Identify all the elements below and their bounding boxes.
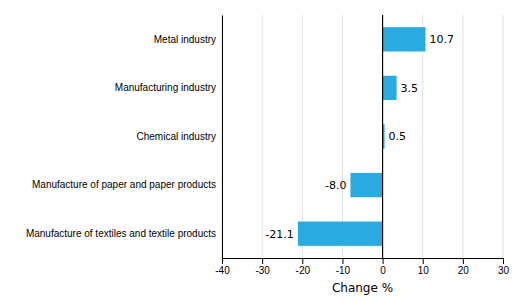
x-tick: 20 [458,258,470,276]
data-label: 3.5 [401,82,419,95]
y-tick-label: Metal industry [154,34,216,45]
data-label: -21.1 [265,228,293,241]
bar [383,27,426,51]
x-tick-mark [342,258,343,264]
x-axis-title: Change % [332,281,393,295]
x-tick: 10 [418,258,430,276]
y-axis-line [222,16,223,259]
data-label: -8.0 [325,179,346,192]
grid-line [382,15,383,258]
x-tick-label: 20 [458,265,470,276]
x-tick: 30 [498,258,510,276]
x-tick-label: -30 [255,265,270,276]
x-tick-label: -40 [215,265,230,276]
x-tick-mark [423,258,424,264]
grid-line [462,15,463,258]
x-tick-mark [302,258,303,264]
grid [222,15,503,258]
plot: -40 -30 -20 -10 0 10 20 30 Manufacture of textil… [26,15,510,276]
grid-line [262,15,263,258]
bars [298,27,426,246]
x-tick-label: -20 [296,265,311,276]
x-tick: -30 [255,258,270,276]
x-tick-mark [463,258,464,264]
y-tick: Manufacturing industry [115,82,216,93]
y-tick: Metal industry [154,34,216,45]
y-tick-label: Manufacturing industry [115,82,216,93]
y-tick-label: Manufacture of textiles and textile prod… [26,228,216,239]
bar [383,76,397,100]
x-tick: 0 [380,258,386,276]
grid-line [222,15,223,258]
data-label: 0.5 [389,130,407,143]
chart: -40 -30 -20 -10 0 10 20 30 Manufacture of textil… [0,0,525,300]
data-label: 10.7 [430,33,455,46]
x-axis-line [223,259,504,265]
bar [298,222,383,246]
grid-line [503,15,504,258]
x-tick-label: 0 [380,265,386,276]
grid-line [422,15,423,258]
data-labels: -21.1 -8.0 0.5 3.5 10.7 [265,33,454,240]
x-tick: -10 [336,258,351,276]
x-tick-mark [222,258,223,264]
x-axis: -40 -30 -20 -10 0 10 20 30 [215,258,509,276]
y-tick: Manufacture of paper and paper products [32,179,216,190]
y-axis: Manufacture of textiles and textile prod… [26,16,223,259]
x-tick-label: 30 [498,265,510,276]
bar [350,173,382,197]
zero-line [382,15,383,258]
x-tick: -20 [296,258,311,276]
x-tick-label: -10 [336,265,351,276]
y-tick-label: Manufacture of paper and paper products [32,179,216,190]
y-tick: Manufacture of textiles and textile prod… [26,228,216,239]
x-tick: -40 [215,258,230,276]
x-tick-mark [383,258,384,264]
x-tick-mark [262,258,263,264]
y-tick: Chemical industry [137,131,216,142]
x-tick-label: 10 [418,265,430,276]
y-tick-label: Chemical industry [137,131,216,142]
x-tick-mark [503,258,504,264]
